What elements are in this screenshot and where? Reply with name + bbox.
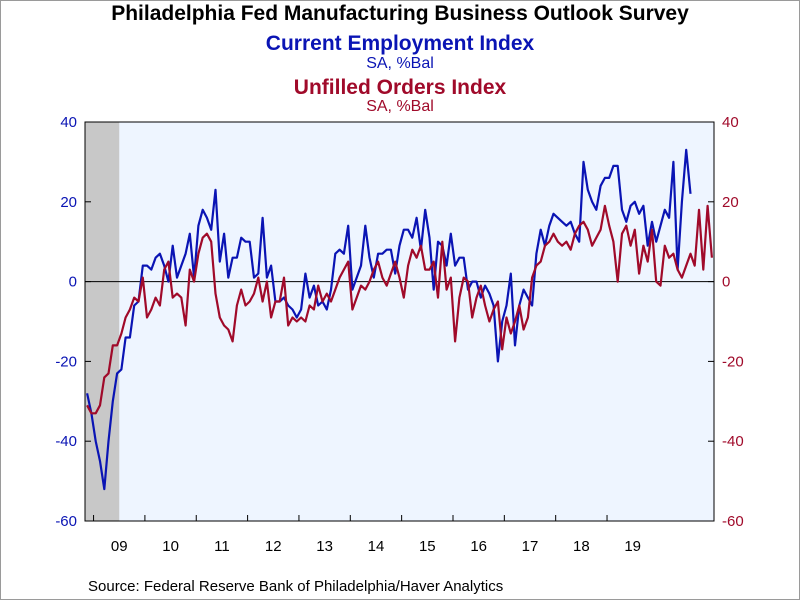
y-tick-label-left: -60 (55, 513, 77, 530)
x-tick-label: 10 (162, 538, 179, 555)
x-tick-label: 17 (522, 538, 539, 555)
unfilled-orders-series-title: Unfilled Orders Index (293, 76, 507, 99)
y-tick-label-left: 40 (60, 114, 77, 131)
x-tick-label: 19 (624, 538, 641, 555)
employment-series-title: Current Employment Index (265, 32, 535, 55)
x-tick-label: 15 (419, 538, 436, 555)
employment-series-unit: SA, %Bal (366, 55, 434, 72)
y-tick-label-left: -40 (55, 433, 77, 450)
x-tick-label: 18 (573, 538, 590, 555)
y-tick-label-right: -40 (722, 433, 744, 450)
recession-shading (85, 122, 120, 521)
y-tick-label-right: 40 (722, 114, 739, 131)
x-tick-label: 16 (470, 538, 487, 555)
plot-border (84, 121, 715, 522)
plot-area (85, 122, 714, 521)
employment-series-line (86, 148, 692, 491)
x-tick-label: 14 (368, 538, 385, 555)
source-note: Source: Federal Reserve Bank of Philadel… (88, 578, 504, 595)
x-tick-label: 09 (111, 538, 128, 555)
x-tick-label: 11 (214, 538, 230, 555)
y-tick-label-right: -20 (722, 353, 744, 370)
unfilled-orders-series-unit: SA, %Bal (366, 98, 434, 115)
y-tick-label-right: -60 (722, 513, 744, 530)
y-tick-label-left: 20 (60, 194, 77, 211)
unfilled-orders-series-line (86, 204, 713, 415)
y-tick-label-right: 20 (722, 194, 739, 211)
y-tick-label-left: -20 (55, 353, 77, 370)
y-tick-label-left: 0 (69, 274, 77, 291)
chart-title: Philadelphia Fed Manufacturing Business … (111, 2, 689, 25)
y-tick-label-right: 0 (722, 274, 730, 291)
x-tick-label: 13 (316, 538, 333, 555)
x-tick-label: 12 (265, 538, 282, 555)
